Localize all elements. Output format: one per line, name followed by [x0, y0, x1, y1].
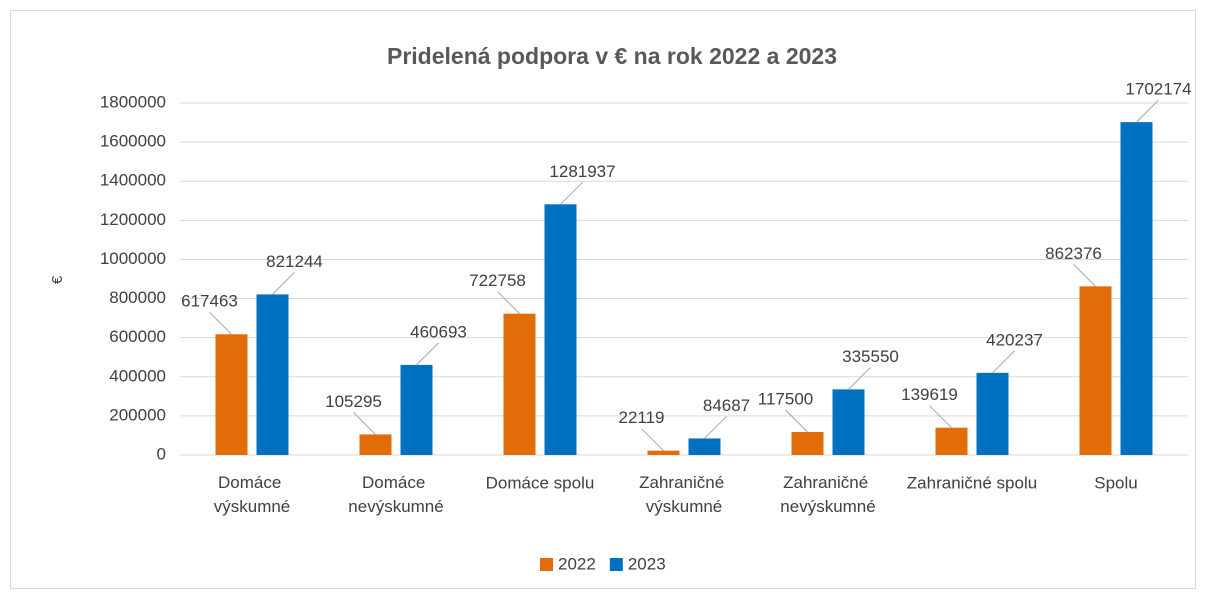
- chart-title: Pridelená podpora v € na rok 2022 a 2023: [387, 43, 837, 69]
- legend-label: 2023: [628, 554, 666, 573]
- y-axis-label: €: [49, 275, 66, 284]
- bar: [976, 372, 1009, 455]
- x-tick-label: Domáce nevýskumné: [348, 473, 443, 516]
- leader-line: [1073, 264, 1096, 287]
- leader-line: [1136, 99, 1159, 123]
- y-tick-label: 600000: [109, 327, 166, 346]
- leader-line: [704, 416, 727, 439]
- y-tick-label: 1400000: [100, 171, 166, 190]
- x-tick-label: Spolu: [1094, 473, 1137, 492]
- bar: [1079, 286, 1112, 455]
- legend-swatch: [609, 558, 623, 571]
- legend-label: 2022: [558, 554, 596, 573]
- x-tick-label: Domáce spolu: [486, 473, 595, 492]
- x-tick-label: Domáce výskumné: [214, 473, 291, 516]
- bar: [503, 313, 536, 455]
- data-label: 117500: [758, 390, 813, 409]
- data-label: 722758: [469, 271, 526, 290]
- y-tick-label: 1200000: [100, 210, 166, 229]
- y-tick-label: 400000: [109, 366, 166, 385]
- leader-line: [416, 342, 439, 366]
- data-label: 139619: [901, 385, 958, 404]
- data-label: 821244: [266, 252, 323, 271]
- data-label: 617463: [181, 292, 238, 311]
- y-tick-label: 0: [157, 444, 166, 463]
- leader-line: [272, 272, 295, 295]
- chart-border: [10, 10, 1196, 589]
- data-label: 862376: [1045, 244, 1102, 263]
- bar: [791, 432, 824, 455]
- bar: [647, 450, 680, 455]
- bar: [359, 434, 392, 455]
- x-tick-label: Zahraničné výskumné: [639, 473, 729, 516]
- bar: [1120, 122, 1153, 455]
- leader-line: [209, 311, 232, 335]
- leader-line: [848, 367, 871, 390]
- y-tick-label: 1600000: [100, 132, 166, 151]
- data-label: 1281937: [549, 162, 615, 181]
- leader-line: [785, 409, 808, 433]
- data-label: 460693: [410, 322, 467, 341]
- data-label: 22119: [618, 408, 664, 427]
- legend-swatch: [540, 558, 553, 571]
- leader-line: [641, 428, 664, 452]
- bar: [400, 364, 433, 455]
- data-label: 335550: [842, 347, 899, 366]
- data-label: 84687: [703, 396, 750, 415]
- x-tick-label: Zahraničné nevýskumné: [780, 473, 875, 516]
- y-tick-label: 800000: [109, 288, 166, 307]
- y-tick-label: 1000000: [100, 249, 166, 268]
- leader-line: [929, 405, 952, 429]
- y-tick-label: 200000: [109, 405, 166, 424]
- leader-line: [560, 181, 583, 205]
- x-tick-label: Zahraničné spolu: [907, 473, 1037, 492]
- bar: [832, 389, 865, 455]
- leader-line: [353, 412, 376, 435]
- bar: [256, 294, 289, 455]
- data-label: 420237: [986, 330, 1043, 349]
- bar: [688, 438, 721, 455]
- bar: [215, 334, 248, 455]
- leader-line: [992, 350, 1015, 374]
- y-tick-label: 1800000: [100, 92, 166, 111]
- data-label: 1702174: [1125, 80, 1191, 99]
- bar: [935, 427, 968, 455]
- data-label: 105295: [325, 392, 382, 411]
- bar: [544, 204, 577, 455]
- leader-line: [497, 291, 520, 315]
